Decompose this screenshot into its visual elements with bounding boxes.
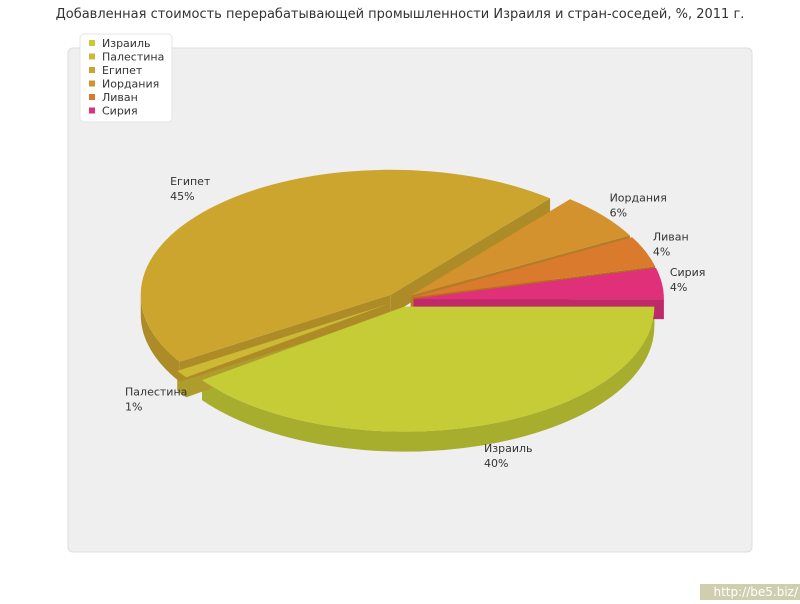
data-label-name: Сирия	[670, 266, 706, 279]
slice	[413, 268, 664, 300]
data-label-value: 45%	[170, 190, 194, 203]
data-label-name: Иордания	[610, 192, 667, 205]
data-label-value: 40%	[484, 457, 508, 470]
slice-side	[202, 306, 655, 452]
legend-label: Палестина	[102, 51, 164, 64]
watermark-bg	[700, 584, 800, 600]
data-label-name: Израиль	[484, 442, 532, 455]
legend-swatch	[89, 94, 95, 100]
legend-swatch	[89, 67, 95, 73]
legend-box	[79, 33, 173, 123]
data-label-name: Египет	[170, 175, 211, 188]
chart-title: Добавленная стоимость перерабатывающей п…	[56, 7, 745, 22]
slice	[177, 303, 389, 378]
slice-side	[140, 294, 180, 382]
legend-swatch	[89, 53, 95, 60]
slice	[413, 237, 656, 298]
data-label-value: 4%	[653, 246, 670, 259]
legend-swatch	[89, 80, 95, 87]
legend-swatch	[89, 107, 95, 114]
data-label-name: Палестина	[125, 386, 187, 399]
data-label-value: 1%	[125, 401, 142, 414]
legend-label: Израиль	[102, 37, 150, 50]
legend-label: Сирия	[102, 105, 138, 118]
slice	[202, 306, 655, 432]
watermark: http://be5.biz/	[713, 585, 798, 599]
legend-label: Ливан	[102, 91, 138, 104]
legend-swatch	[89, 40, 95, 46]
legend-label: Иордания	[102, 78, 159, 91]
pie: Израиль 40% Палестина 1% Египет 45% Иордания 6%…	[125, 169, 706, 470]
slice	[140, 169, 551, 362]
slice	[410, 199, 630, 296]
data-label-name: Ливан	[653, 231, 689, 244]
legend-label: Египет	[102, 64, 143, 77]
data-label-value: 4%	[670, 281, 687, 294]
data-label-value: 6%	[610, 207, 627, 220]
